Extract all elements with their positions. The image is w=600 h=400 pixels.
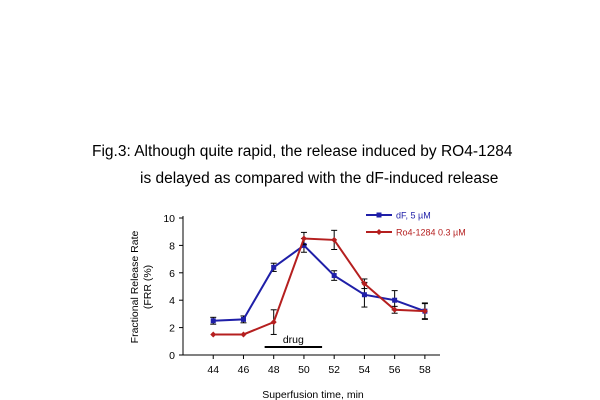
y-axis-title-line-2: (FRR (%): [142, 265, 154, 309]
drug-label: drug: [283, 334, 304, 346]
data-point: [331, 236, 338, 243]
legend-label: Ro4-1284 0.3 µM: [396, 228, 466, 238]
caption-line-2: is delayed as compared with the dF-induc…: [140, 170, 499, 187]
data-point: [421, 308, 428, 315]
x-tick-label: 44: [207, 364, 219, 376]
legend-marker: [376, 229, 382, 235]
chart-legend: dF, 5 µM Ro4-1284 0.3 µM: [366, 211, 466, 238]
series-line: [213, 237, 425, 336]
caption-line-1: Fig.3: Although quite rapid, the release…: [92, 143, 513, 160]
x-tick-label: 52: [328, 364, 340, 376]
drug-annotation: drug: [264, 334, 323, 348]
x-tick-label: 46: [238, 364, 250, 376]
y-tick-label: 8: [169, 240, 175, 252]
x-tick-label: 56: [389, 364, 401, 376]
data-point: [331, 273, 337, 279]
x-axis-title: Superfusion time, min: [262, 389, 364, 400]
legend-label: dF, 5 µM: [396, 211, 431, 221]
y-tick-label: 0: [169, 350, 175, 362]
x-tick-label: 54: [359, 364, 371, 376]
x-tick-label: 48: [268, 364, 280, 376]
y-tick-label: 4: [169, 295, 175, 307]
data-point: [391, 306, 398, 313]
chart-series: [210, 229, 428, 338]
data-point: [210, 331, 217, 338]
data-point: [361, 292, 367, 298]
x-tick-label: 50: [298, 364, 310, 376]
series-2: [210, 229, 428, 338]
data-point: [270, 319, 277, 326]
data-point: [240, 316, 246, 322]
data-point: [361, 280, 368, 287]
y-tick-label: 10: [163, 213, 175, 225]
series-line: [213, 244, 426, 322]
y-tick-label: 2: [169, 323, 175, 335]
data-point: [240, 331, 247, 338]
data-point: [392, 297, 398, 303]
y-tick-label: 6: [169, 268, 175, 280]
legend-marker: [376, 212, 382, 218]
x-tick-label: 58: [419, 364, 431, 376]
data-point: [210, 318, 216, 324]
data-point: [301, 242, 307, 248]
y-axis-title-line-1: Fractional Release Rate: [129, 231, 141, 344]
data-point: [300, 235, 307, 242]
data-point: [271, 264, 277, 270]
